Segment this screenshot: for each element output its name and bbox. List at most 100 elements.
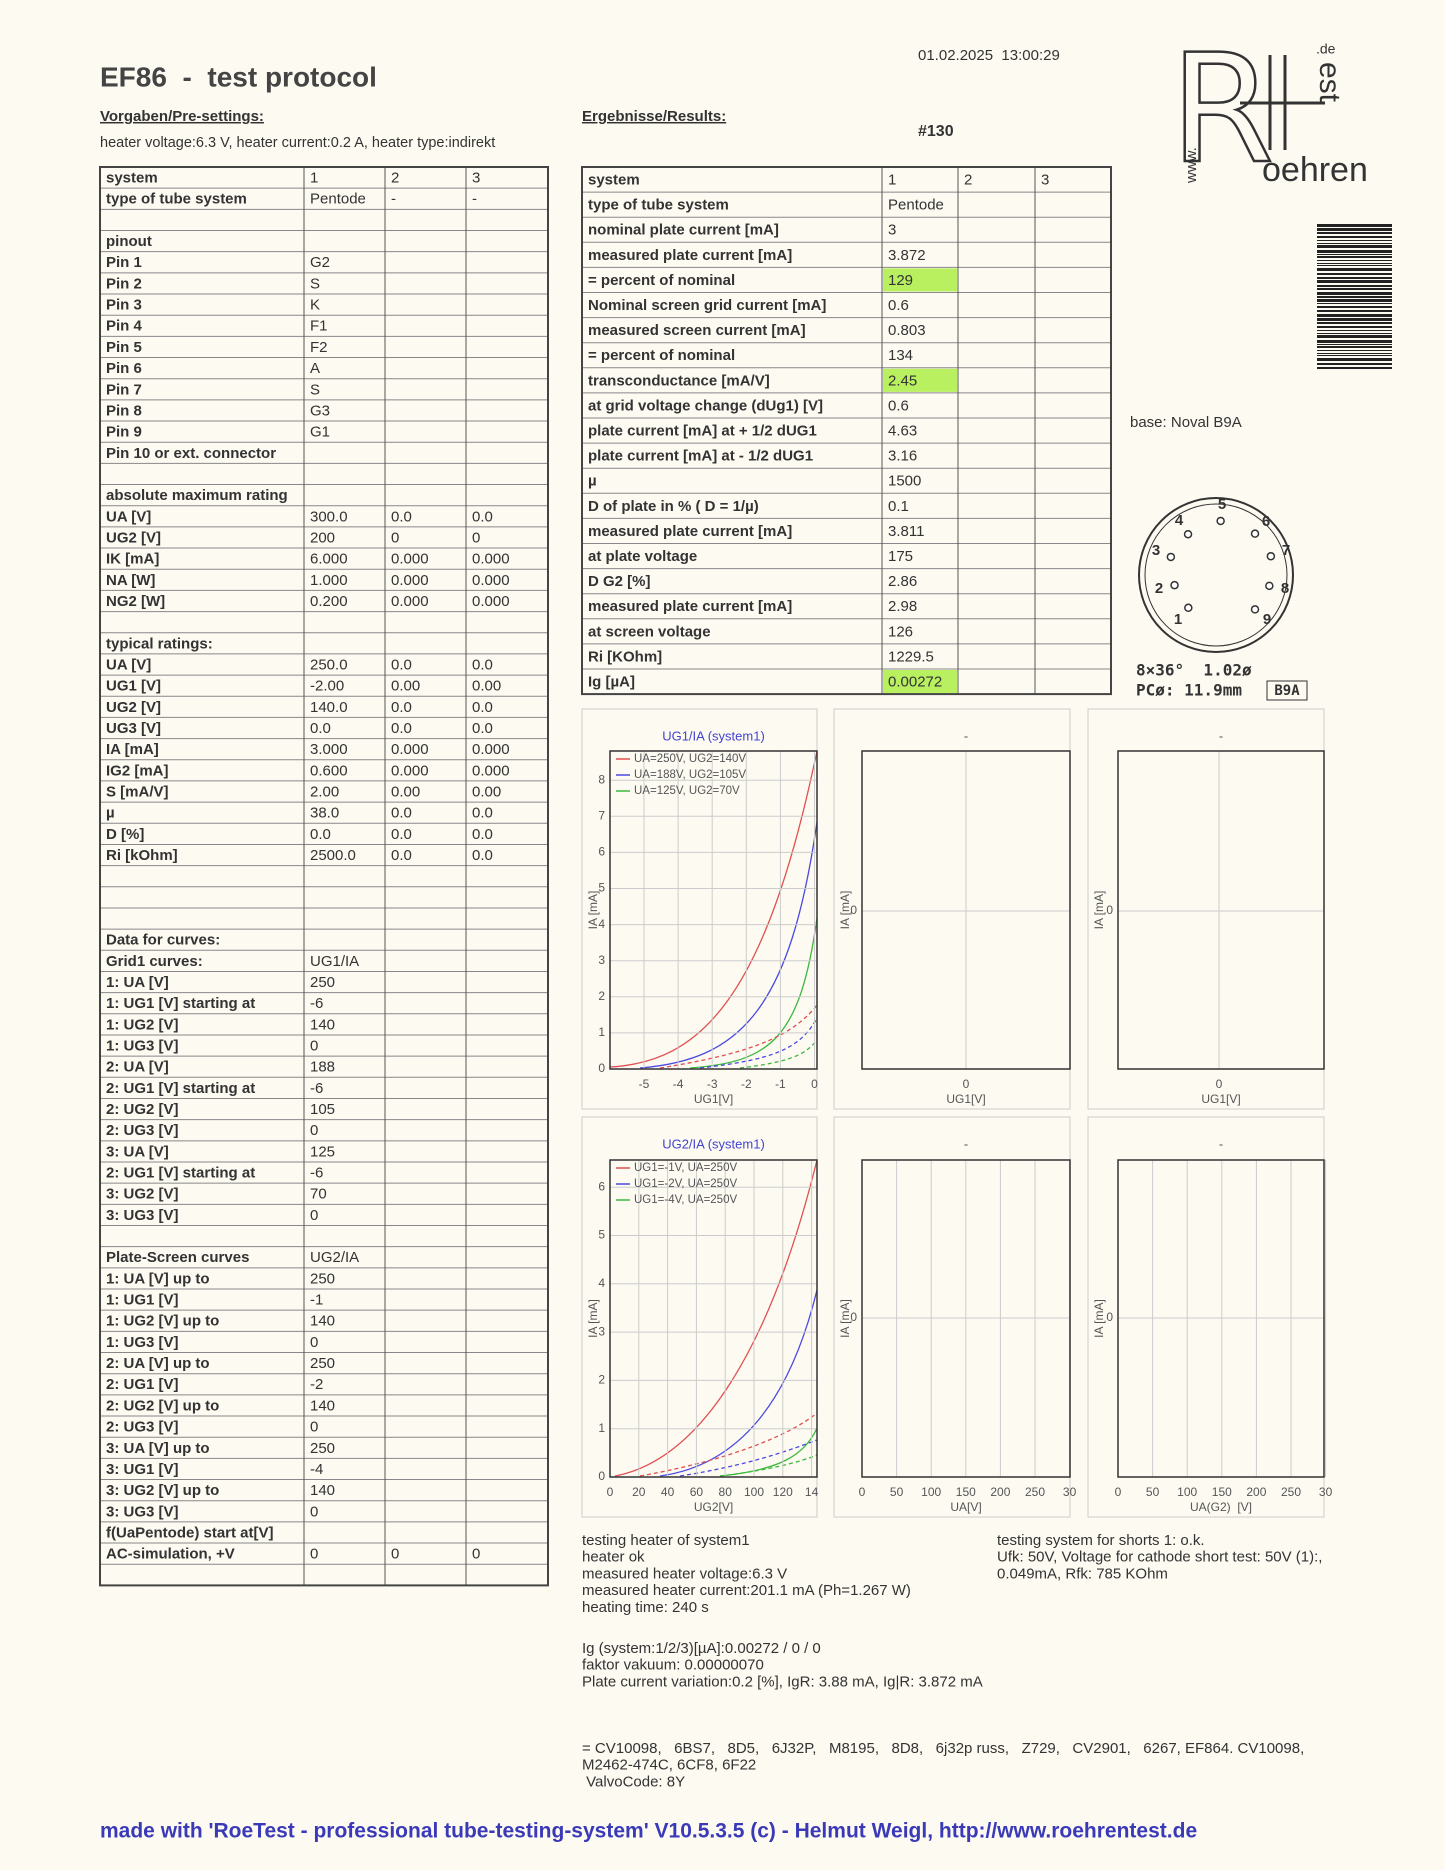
cell-value: 3 — [1041, 172, 1049, 189]
table-border — [99, 166, 549, 1587]
cell-value: 0.00272 — [888, 674, 942, 691]
cell-value: 250.0 — [310, 656, 348, 673]
cell-label: Pin 3 — [106, 297, 142, 314]
cell-label: nominal plate current [mA] — [588, 222, 779, 239]
tables: system 1 2 3 type of tube system Pentode - - pin… — [99, 166, 1112, 1587]
barcode-bar — [1317, 326, 1392, 328]
pin-number: 6 — [1262, 513, 1270, 530]
cell-value: 126 — [888, 623, 913, 640]
barcode-bar — [1317, 340, 1392, 343]
cell-value: 3.811 — [888, 523, 924, 540]
y-tick-label: 3 — [598, 1324, 605, 1338]
cell-value: 0.0 — [391, 826, 412, 843]
cell-label: 1: UG3 [V] — [106, 1038, 179, 1055]
note-line: faktor vakuum: 0.00000070 — [582, 1657, 764, 1674]
cell-value: 140.0 — [310, 699, 348, 716]
cell-label: = percent of nominal — [588, 272, 735, 289]
curve — [679, 1439, 818, 1477]
barcode-bar — [1317, 288, 1392, 290]
cell-value: 0.1 — [888, 498, 909, 515]
axes-box — [609, 1159, 818, 1478]
pin-dot — [1216, 516, 1225, 526]
cell-label: Pin 6 — [106, 360, 142, 377]
cell-label: 3: UG3 [V] — [106, 1503, 179, 1520]
x-tick-label: 250 — [1281, 1485, 1301, 1499]
protocol-number: #130 — [918, 123, 954, 140]
axes-box — [861, 750, 1071, 1070]
cell-label: 1: UG3 [V] — [106, 1334, 179, 1351]
socket-inner — [1144, 503, 1288, 647]
axes-box — [609, 750, 818, 1070]
footer: made with 'RoeTest - professional tube-t… — [100, 1820, 1197, 1843]
presettings-heading: Vorgaben/Pre-settings: — [100, 108, 264, 125]
cell-label: D G2 [%] — [588, 573, 651, 590]
note-line: M2462-474C, 6CF8, 6F22 — [582, 1757, 756, 1774]
cell-value: 140 — [310, 1016, 335, 1033]
cell-value: 2 — [391, 170, 399, 187]
cell-label: system — [106, 170, 158, 187]
cell-value: -2.00 — [310, 678, 344, 695]
note-line: = CV10098, 6BS7, 8D5, 6J32P, M8195, 8D8,… — [582, 1740, 1304, 1757]
cell-value: 0.600 — [310, 762, 348, 779]
cell-label: 3: UG3 [V] — [106, 1207, 179, 1224]
legend-entry: UA=125V, UG2=70V — [634, 785, 740, 797]
y-axis-label: IA [mA] — [1092, 1299, 1106, 1338]
cell-label: type of tube system — [588, 197, 729, 214]
curves-grid — [609, 750, 818, 1477]
x-axis-label: UG1[V] — [946, 1092, 985, 1106]
logo-r: R — [1170, 23, 1274, 197]
pin-number: 2 — [1155, 580, 1163, 597]
cell-value: 0.0 — [472, 847, 493, 864]
cell-label: Ig [µA] — [588, 674, 635, 691]
cell-value: 250 — [310, 1355, 335, 1372]
x-tick-label: 200 — [1246, 1485, 1266, 1499]
cell-value: A — [310, 360, 320, 377]
y-tick-label: 0 — [1106, 903, 1113, 917]
cell-value: 0.000 — [391, 741, 429, 758]
cell-value: 0 — [310, 1419, 318, 1436]
cell-value: 105 — [310, 1101, 335, 1118]
cell-value: 0.0 — [472, 720, 493, 737]
cell-value: - — [391, 191, 396, 208]
base-box — [1266, 680, 1308, 701]
cell-value: Pentode — [888, 197, 944, 214]
cell-label: Pin 1 — [106, 254, 142, 271]
plot-frame — [1087, 1116, 1325, 1518]
y-tick-label: 1 — [598, 1421, 605, 1435]
cell-value: Pentode — [310, 191, 366, 208]
cell-value: 6.000 — [310, 551, 348, 568]
note-line: measured heater voltage:6.3 V — [582, 1565, 787, 1582]
cell-label: UG2 [V] — [106, 529, 161, 546]
cell-label: 3: UA [V] up to — [106, 1440, 210, 1457]
cell-value: G3 — [310, 402, 330, 419]
cell-value: 0.000 — [391, 551, 429, 568]
cell-label: 3: UG2 [V] — [106, 1186, 179, 1203]
x-tick-label: -4 — [673, 1077, 684, 1091]
y-tick-label: 5 — [598, 881, 605, 895]
x-tick-label: 30 — [1319, 1485, 1333, 1499]
curve — [614, 1159, 818, 1477]
cell-value: 0 — [472, 1546, 480, 1563]
plot-title: - — [964, 1136, 968, 1151]
x-tick-label: -1 — [775, 1077, 786, 1091]
highlight-cell — [883, 368, 957, 392]
cell-label: IA [mA] — [106, 741, 159, 758]
curve — [739, 1039, 818, 1069]
curve — [639, 821, 818, 1069]
note-line: heating time: 240 s — [582, 1599, 709, 1616]
cell-value: 0.0 — [391, 656, 412, 673]
pin-dot — [1250, 605, 1260, 614]
cell-value: 125 — [310, 1143, 335, 1160]
x-tick-label: 0 — [1115, 1485, 1122, 1499]
cell-label: 3: UA [V] — [106, 1143, 169, 1160]
barcode-bar — [1317, 260, 1392, 261]
cell-label: Pin 8 — [106, 402, 142, 419]
cell-label: pinout — [106, 233, 152, 250]
cell-label: 1: UA [V] — [106, 974, 169, 991]
cell-value: 0 — [310, 1207, 318, 1224]
cell-value: -6 — [310, 1080, 323, 1097]
barcode-bar — [1317, 344, 1392, 345]
cell-value: 140 — [310, 1397, 335, 1414]
cell-value: -2 — [310, 1376, 323, 1393]
